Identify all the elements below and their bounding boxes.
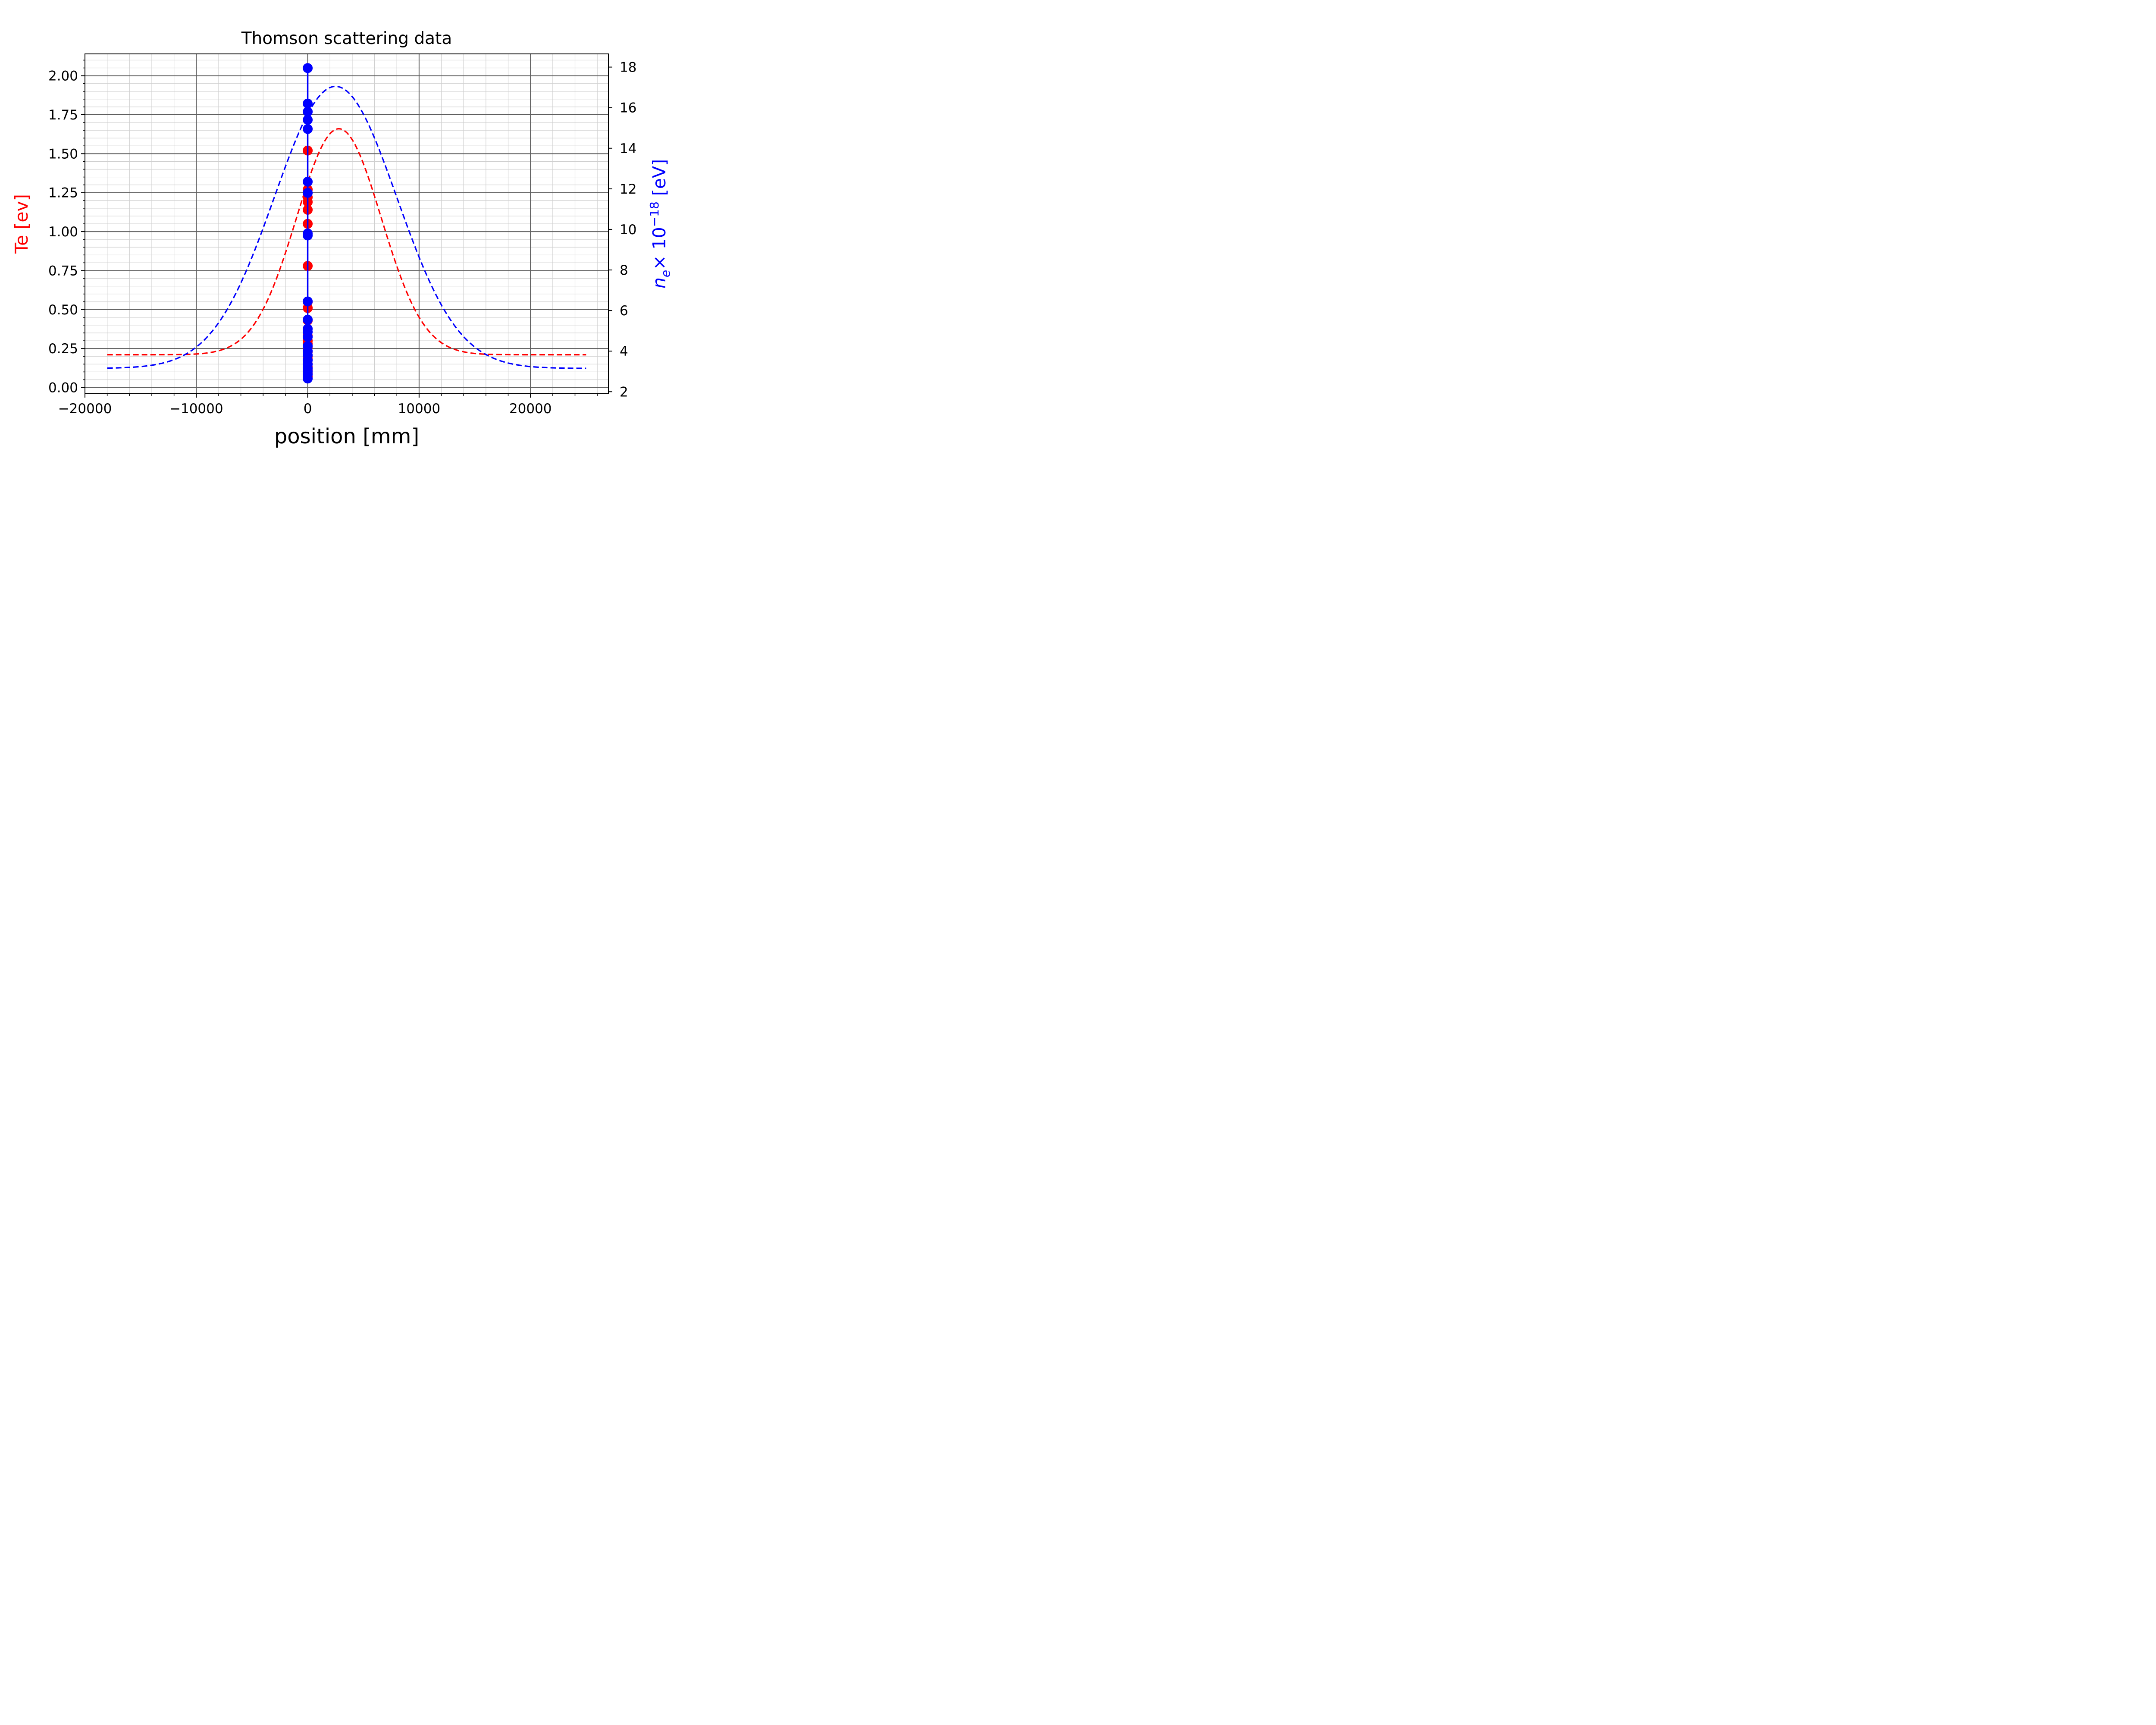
ne-data-point [303, 115, 313, 125]
y-left-tick-label: 1.50 [48, 146, 78, 162]
x-tick-label: 0 [304, 401, 312, 417]
y-left-tick-label: 0.50 [48, 302, 78, 318]
y-right-tick-label: 18 [620, 60, 636, 75]
y-right-tick-label: 12 [620, 182, 636, 197]
y-left-tick-label: 0.25 [48, 341, 78, 357]
y-right-tick-label: 10 [620, 222, 636, 238]
ne-data-point [303, 332, 313, 342]
y-right-label-exp: −18 [647, 201, 661, 227]
ne-data-point [303, 373, 313, 384]
major-grid [85, 54, 608, 394]
minor-grid [85, 54, 608, 394]
y-axis-right-label: ne× 10−18 [eV] [647, 159, 673, 289]
y-right-label-unit: [eV] [649, 159, 670, 201]
ne-data-point [303, 314, 313, 325]
y-right-tick-label: 16 [620, 100, 636, 116]
y-right-tick-label: 6 [620, 303, 628, 319]
y-left-tick-label: 1.00 [48, 224, 78, 240]
ne-data-point [303, 107, 313, 117]
fit-curves [107, 85, 586, 369]
x-tick-label: −20000 [58, 401, 112, 417]
ne-data-point [303, 63, 313, 73]
ne-data-point [303, 230, 313, 241]
y-right-label-n: n [649, 277, 670, 289]
x-axis-label: position [mm] [274, 424, 419, 448]
axis-ticks: −20000 −10000 0 10000 20000 0.00 0.25 0.50 0.75 1… [48, 60, 636, 417]
ne-fit-curve [107, 85, 586, 369]
y-right-label-times: × 10 [649, 227, 670, 270]
x-tick-label: 20000 [509, 401, 552, 417]
y-left-tick-label: 0.00 [48, 380, 78, 396]
data-points [303, 63, 313, 384]
y-right-tick-label: 2 [620, 384, 628, 400]
y-left-tick-label: 1.25 [48, 185, 78, 201]
y-right-tick-label: 14 [620, 141, 636, 157]
ne-data-point [303, 176, 313, 187]
y-left-tick-label: 1.75 [48, 107, 78, 123]
y-left-tick-label: 2.00 [48, 69, 78, 84]
x-tick-label: 10000 [398, 401, 441, 417]
figure-background [0, 0, 673, 448]
ne-data-point [303, 296, 313, 307]
x-tick-label: −10000 [169, 401, 223, 417]
y-right-tick-label: 4 [620, 344, 628, 359]
te-fit-curve [107, 128, 586, 356]
ne-data-point [303, 188, 313, 198]
y-axis-left-label: Te [ev] [11, 194, 32, 254]
y-left-tick-label: 0.75 [48, 263, 78, 279]
thomson-chart: −20000 −10000 0 10000 20000 0.00 0.25 0.50 0.75 1… [0, 0, 673, 448]
y-right-label-sub: e [658, 270, 673, 277]
ne-data-point [303, 98, 313, 109]
chart-title: Thomson scattering data [241, 29, 452, 48]
ne-data-point [303, 124, 313, 134]
y-right-tick-label: 8 [620, 263, 628, 278]
